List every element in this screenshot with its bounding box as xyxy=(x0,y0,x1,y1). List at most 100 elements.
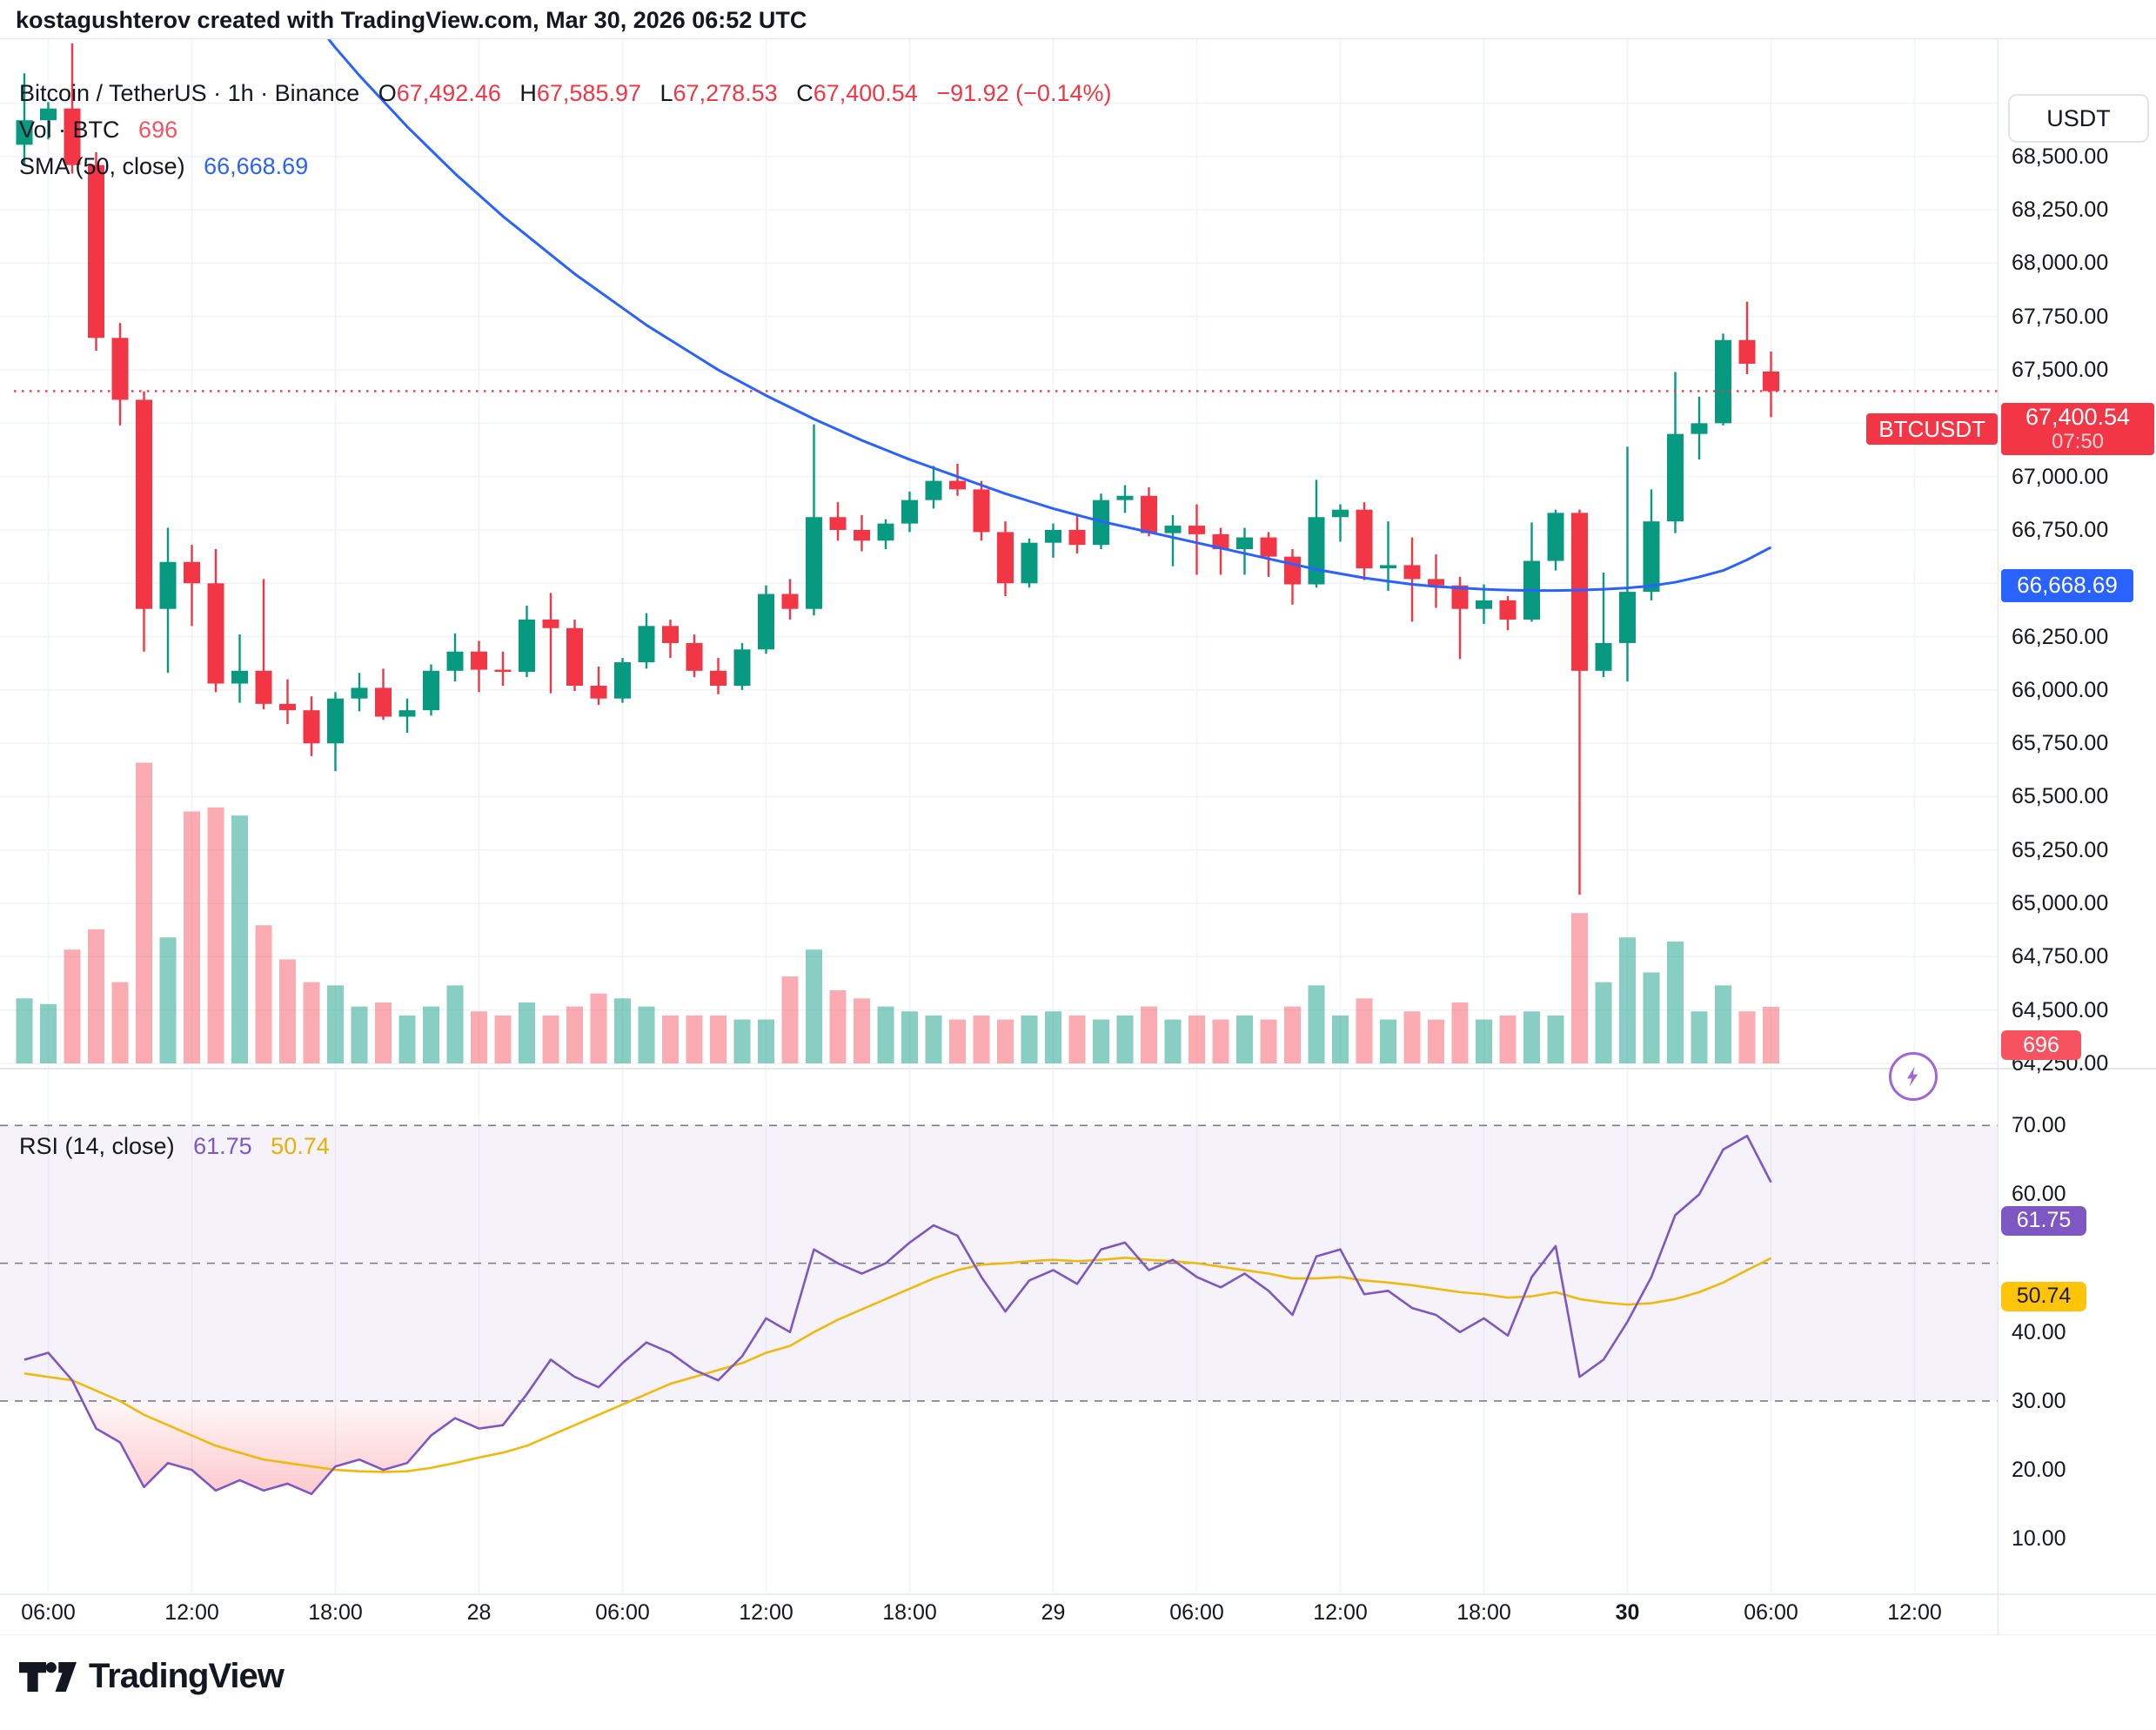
price-axis-label: 65,250.00 xyxy=(2012,837,2109,862)
volume-bar xyxy=(494,1015,512,1063)
time-axis-label: 12:00 xyxy=(1313,1600,1368,1625)
footer: TradingView xyxy=(0,1636,2156,1730)
time-axis-label: 12:00 xyxy=(739,1600,793,1625)
candle-body xyxy=(351,687,368,699)
volume-bar xyxy=(1643,972,1660,1063)
time-axis-label: 30 xyxy=(1615,1600,1640,1625)
volume-bar xyxy=(1595,982,1612,1063)
candle-body xyxy=(16,120,33,145)
rsi-ma-axis-badge: 50.74 xyxy=(2001,1281,2086,1311)
time-axis-label: 18:00 xyxy=(308,1600,363,1625)
price-axis-label: 65,750.00 xyxy=(2012,731,2109,756)
sma-legend: SMA (50, close) 66,668.69 xyxy=(19,153,308,180)
candle-body xyxy=(231,670,248,684)
volume-bar xyxy=(1547,1015,1564,1063)
candle-body xyxy=(1380,565,1396,569)
candle-body xyxy=(901,500,918,524)
candle-body xyxy=(638,626,655,663)
volume-axis-badge: 696 xyxy=(2001,1030,2081,1060)
candle-body xyxy=(136,399,152,609)
currency-toggle-button[interactable]: USDT xyxy=(2008,94,2149,143)
candle-body xyxy=(566,627,583,686)
volume-bar xyxy=(1093,1019,1109,1063)
volume-legend: Vol · BTC 696 xyxy=(19,117,177,144)
candle-body xyxy=(781,593,799,609)
candle-body xyxy=(303,710,320,744)
candle-body xyxy=(686,642,703,671)
candle-body xyxy=(1260,537,1277,557)
volume-bar xyxy=(1691,1011,1708,1063)
volume-bar xyxy=(351,1006,368,1063)
ohlc-high-value: 67,585.97 xyxy=(536,80,641,106)
volume-bar xyxy=(446,985,464,1063)
volume-bar xyxy=(542,1015,559,1063)
lightning-icon xyxy=(1907,1066,1918,1087)
candle-body xyxy=(1643,521,1660,593)
candle-body xyxy=(590,685,607,699)
rsi-line xyxy=(23,1134,1772,1496)
candle-body xyxy=(255,670,272,704)
volume-bar xyxy=(806,949,822,1063)
volume-bar xyxy=(949,1019,966,1063)
candle-body xyxy=(327,698,344,744)
volume-bar xyxy=(1571,913,1588,1063)
sma-value: 66,668.69 xyxy=(204,153,309,179)
candle-body xyxy=(877,523,894,541)
candle-body xyxy=(1308,517,1325,585)
sma-axis-badge: 66,668.69 xyxy=(2001,568,2133,602)
volume-bar xyxy=(1212,1019,1229,1063)
candle-body xyxy=(1691,423,1708,434)
volume-bar xyxy=(64,949,81,1063)
tradingview-logo-icon xyxy=(19,1661,77,1692)
volume-bar xyxy=(1164,1019,1182,1063)
volume-bar xyxy=(40,1003,57,1063)
ohlc-low-label: L xyxy=(660,80,673,106)
volume-bar xyxy=(207,807,224,1063)
candle-body xyxy=(159,561,177,609)
volume-bar xyxy=(877,1006,894,1063)
rsi-value: 61.75 xyxy=(193,1133,252,1159)
tradingview-logo[interactable]: TradingView xyxy=(19,1657,285,1696)
volume-bar xyxy=(16,998,33,1063)
price-axis-label: 64,750.00 xyxy=(2012,944,2109,969)
sma-line xyxy=(326,39,1772,593)
candle-body xyxy=(40,108,57,121)
candle-body xyxy=(88,164,104,339)
candle-body xyxy=(375,687,392,717)
candle-body xyxy=(184,561,200,584)
volume-bar xyxy=(1380,1019,1396,1063)
candle-body xyxy=(997,532,1014,584)
volume-bar xyxy=(1428,1019,1444,1063)
candle-body xyxy=(398,710,416,717)
candle-body xyxy=(1451,585,1469,609)
volume-bar xyxy=(184,811,200,1063)
candle-body xyxy=(1715,339,1731,424)
candle-body xyxy=(854,529,870,541)
candle-body xyxy=(1738,339,1756,364)
candle-body xyxy=(973,489,990,533)
volume-bar xyxy=(854,998,870,1063)
candle-body xyxy=(1403,565,1421,580)
candle-body xyxy=(758,593,774,650)
volume-bar xyxy=(686,1015,703,1063)
last-price-value: 67,400.54 xyxy=(2025,404,2131,431)
candle-body xyxy=(949,480,966,490)
time-axis-label: 28 xyxy=(466,1600,492,1625)
candle-body xyxy=(733,649,751,686)
rsi-axis-label: 60.00 xyxy=(2012,1182,2066,1207)
rsi-axis-label: 30.00 xyxy=(2012,1388,2066,1413)
instant-trading-button[interactable] xyxy=(1889,1052,1938,1101)
candle-body xyxy=(1141,495,1157,533)
volume-bar xyxy=(638,1006,655,1063)
volume-bar xyxy=(111,982,129,1063)
volume-bar xyxy=(279,959,296,1063)
time-axis-label: 12:00 xyxy=(1887,1600,1942,1625)
candle-body xyxy=(519,619,535,673)
candle-body xyxy=(1595,642,1612,671)
symbol-price-line-label: BTCUSDT xyxy=(1866,413,1998,446)
ohlc-open-label: O xyxy=(378,80,397,106)
candle-body xyxy=(446,651,464,671)
volume-bar xyxy=(614,998,631,1063)
sma-label: SMA (50, close) xyxy=(19,153,185,179)
volume-label: Vol · BTC xyxy=(19,117,120,143)
